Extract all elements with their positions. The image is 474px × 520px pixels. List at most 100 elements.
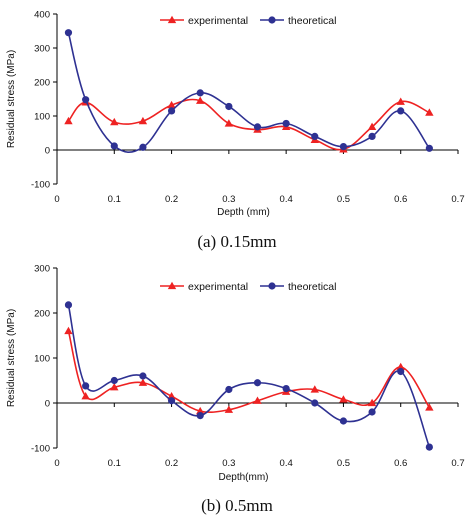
chart-a-x-axis-label: Depth (mm) xyxy=(217,207,270,218)
chart-b-theoretical-point xyxy=(139,372,147,380)
chart-a-experimental-point xyxy=(224,119,234,127)
chart-a-theoretical-point xyxy=(167,107,176,115)
chart-b-y-tick-label: 100 xyxy=(34,354,50,365)
chart-b-experimental-point xyxy=(81,392,90,400)
chart-a-legend-label-experimental: experimental xyxy=(188,15,248,27)
chart-a-theoretical-point xyxy=(110,142,118,150)
chart-b-theoretical-point xyxy=(225,385,233,394)
chart-b-experimental-point xyxy=(339,395,348,403)
chart-b-svg: -100 0 100 200 300 0 0.1 0.2 0.3 0.4 0.5 0.6 0.7 Dept… xyxy=(6,264,465,516)
chart-a-legend-label-theoretical: theoretical xyxy=(288,15,336,27)
chart-b-theoretical-point xyxy=(425,443,433,451)
chart-a-theoretical-point xyxy=(225,102,233,111)
chart-b-experimental-point xyxy=(367,398,377,407)
chart-a-y-tick-label: 200 xyxy=(34,78,50,89)
chart-a-svg: -100 0 100 200 300 400 0 0.1 0.2 0.3 0.4 0.5 0.6 0.7 D… xyxy=(6,10,465,252)
chart-b-theoretical-point xyxy=(282,385,290,393)
chart-b-experimental-point xyxy=(110,383,119,391)
chart-b-x-tick-label: 0.4 xyxy=(280,458,293,469)
chart-b-experimental-point xyxy=(224,405,234,413)
chart-b-theoretical-point xyxy=(368,408,376,416)
chart-b-x-tick-label: 0.7 xyxy=(451,458,464,469)
chart-a-y-tick-label: -100 xyxy=(31,180,50,191)
chart-b-theoretical-point xyxy=(253,379,262,387)
chart-b-y-axis-label: Residual stress (MPa) xyxy=(6,309,17,407)
chart-b-legend-label-theoretical: theoretical xyxy=(288,281,336,293)
chart-a-theoretical-point xyxy=(368,132,376,140)
chart-a-theoretical-point xyxy=(397,107,405,115)
chart-a-theoretical-point xyxy=(139,143,147,151)
chart-b-experimental-point xyxy=(196,406,205,415)
chart-b-experimental-point xyxy=(167,392,176,400)
chart-a-experimental-point xyxy=(396,97,405,105)
chart-a-y-tick-label: 100 xyxy=(34,112,50,123)
chart-a-experimental-point xyxy=(196,96,205,104)
chart-a-legend-marker-experimental xyxy=(167,15,177,24)
chart-a-x-tick-label: 0 xyxy=(54,194,59,205)
chart-a-theoretical-point xyxy=(282,119,290,128)
chart-b-experimental-point xyxy=(64,326,73,335)
chart-a-x-tick-label: 0.7 xyxy=(451,194,464,205)
chart-b-experimental-line xyxy=(67,330,431,414)
chart-b-x-axis-label: Depth(mm) xyxy=(218,472,268,483)
chart-a-experimental-point xyxy=(425,108,434,116)
chart-a-experimental-point xyxy=(64,116,73,125)
chart-b-caption: (b) 0.5mm xyxy=(201,496,273,515)
chart-b-y-tick-label: -100 xyxy=(31,444,50,455)
chart-a-x-tick-label: 0.6 xyxy=(394,194,407,205)
chart-a-legend-entry-experimental: experimental xyxy=(160,15,248,27)
chart-b-x-tick-label: 0.6 xyxy=(394,458,407,469)
chart-b-experimental-point xyxy=(425,403,434,411)
chart-a-x-tick-label: 0.2 xyxy=(165,194,178,205)
chart-panel-a: -100 0 100 200 300 400 0 0.1 0.2 0.3 0.4 0.5 0.6 0.7 D… xyxy=(6,10,465,252)
chart-a-y-tick-label: 300 xyxy=(34,44,50,55)
chart-a-experimental-point xyxy=(367,122,377,131)
chart-a-legend-marker-theoretical xyxy=(268,16,276,24)
chart-a-theoretical-point xyxy=(253,123,262,131)
chart-b-theoretical-point xyxy=(311,399,319,407)
chart-a-experimental-point xyxy=(138,116,148,125)
chart-b-y-tick-label: 200 xyxy=(34,309,50,320)
chart-a-theoretical-point xyxy=(425,144,433,152)
chart-panel-b: -100 0 100 200 300 0 0.1 0.2 0.3 0.4 0.5 0.6 0.7 Dept… xyxy=(0,260,474,520)
chart-b-legend-marker-experimental xyxy=(167,281,177,290)
chart-b-legend-entry-experimental: experimental xyxy=(160,281,248,293)
chart-a-y-tick-label: 0 xyxy=(45,146,50,157)
chart-a-y-tick-label: 400 xyxy=(34,10,50,21)
chart-a-x-tick-label: 0.4 xyxy=(280,194,293,205)
chart-a-theoretical-point xyxy=(196,89,204,97)
chart-b-x-tick-label: 0 xyxy=(54,458,59,469)
chart-b-x-tick-label: 0.2 xyxy=(165,458,178,469)
chart-b-experimental-point xyxy=(253,396,262,404)
chart-a-x-tick-label: 0.3 xyxy=(222,194,235,205)
chart-a-experimental-point xyxy=(167,100,176,109)
chart-b-theoretical-point xyxy=(110,376,118,385)
chart-b-theoretical-point xyxy=(397,367,405,376)
chart-b-theoretical-point xyxy=(167,397,176,405)
chart-b-experimental-point xyxy=(310,385,319,393)
chart-b-theoretical-point xyxy=(196,412,204,420)
chart-b-theoretical-point xyxy=(339,417,348,425)
chart-a-x-tick-label: 0.5 xyxy=(337,194,350,205)
chart-b-theoretical-point xyxy=(64,301,73,309)
chart-b-legend-label-experimental: experimental xyxy=(188,281,248,293)
chart-b-experimental-point xyxy=(396,362,405,371)
chart-a-y-axis-label: Residual stress (MPa) xyxy=(6,50,17,148)
chart-b-y-tick-label: 300 xyxy=(34,264,50,275)
chart-a-experimental-line xyxy=(67,98,430,151)
chart-b-x-tick-label: 0.5 xyxy=(337,458,350,469)
chart-a-caption: (a) 0.15mm xyxy=(197,232,276,251)
chart-b-legend-entry-theoretical: theoretical xyxy=(260,281,336,293)
chart-b-theoretical-line xyxy=(67,304,431,448)
chart-b-theoretical-point xyxy=(82,382,90,390)
chart-b-legend-marker-theoretical xyxy=(268,282,276,290)
chart-a-theoretical-point xyxy=(339,143,348,151)
chart-a-legend-entry-theoretical: theoretical xyxy=(260,15,336,27)
chart-b-x-tick-label: 0.3 xyxy=(222,458,235,469)
chart-a-theoretical-line xyxy=(67,32,431,153)
chart-a-experimental-point xyxy=(110,117,119,126)
chart-a-x-tick-label: 0.1 xyxy=(108,194,121,205)
chart-b-x-tick-label: 0.1 xyxy=(108,458,121,469)
chart-b-y-tick-label: 0 xyxy=(45,399,50,410)
chart-a-theoretical-point xyxy=(82,96,90,104)
